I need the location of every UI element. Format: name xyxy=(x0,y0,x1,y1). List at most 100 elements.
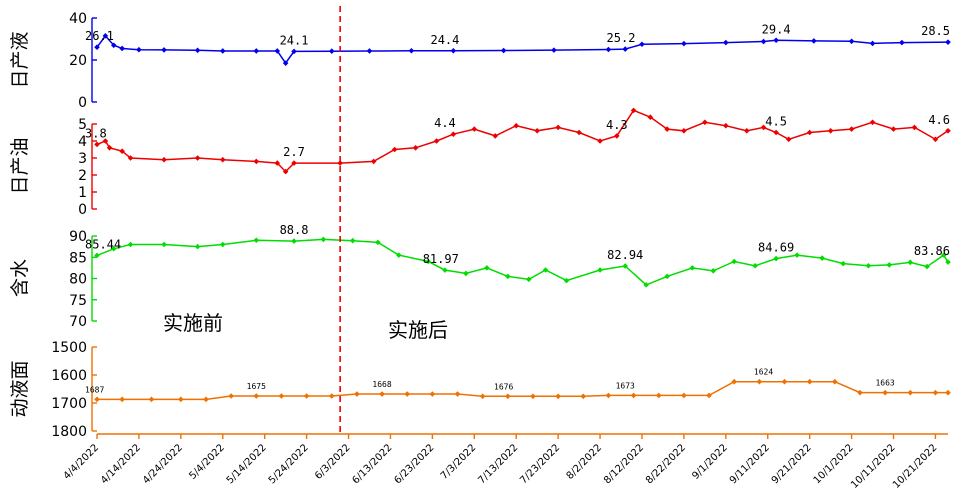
x-tick-label: 6/3/2022 xyxy=(313,442,353,482)
y-tick-label: 80 xyxy=(69,272,87,288)
data-point-marker xyxy=(274,160,281,166)
data-point-marker xyxy=(932,389,939,396)
data-point-marker xyxy=(94,44,100,50)
data-point-marker xyxy=(597,267,603,273)
data-point-marker xyxy=(840,260,846,267)
data-point-marker xyxy=(442,267,448,273)
data-point-marker xyxy=(219,241,226,248)
data-point-marker xyxy=(563,277,570,284)
data-label: 4.5 xyxy=(765,115,787,129)
data-point-marker xyxy=(194,47,201,54)
data-label: 24.1 xyxy=(280,33,309,47)
data-point-marker xyxy=(924,263,930,270)
x-tick-label: 5/24/2022 xyxy=(267,442,311,486)
data-point-marker xyxy=(291,238,297,244)
data-point-marker xyxy=(869,40,876,47)
data-point-marker xyxy=(148,396,155,403)
data-point-marker xyxy=(752,262,758,269)
data-point-marker xyxy=(681,128,687,134)
data-point-marker xyxy=(756,378,763,385)
data-point-marker xyxy=(706,392,712,399)
data-label: 29.4 xyxy=(762,22,791,36)
series-line xyxy=(96,238,949,286)
data-point-marker xyxy=(723,39,729,46)
data-point-marker xyxy=(408,47,415,54)
data-point-marker xyxy=(119,148,125,154)
y-tick-label: 40 xyxy=(69,11,87,27)
panel-working_fluid_level: 1500 1600 1700 1800 动液面 1687 1675 1668 1676 1673 1… xyxy=(9,340,951,440)
data-point-marker xyxy=(94,396,100,403)
y-axis-title: 日产液 xyxy=(9,31,31,88)
data-point-marker xyxy=(278,393,285,399)
data-point-marker xyxy=(832,378,838,385)
data-point-marker xyxy=(655,392,662,399)
data-point-marker xyxy=(102,33,109,39)
data-point-marker xyxy=(647,114,654,120)
data-point-marker xyxy=(337,160,343,166)
y-tick-label: 70 xyxy=(69,314,87,330)
data-point-marker xyxy=(945,128,951,134)
data-point-marker xyxy=(781,378,788,385)
data-label: 1676 xyxy=(494,382,513,391)
data-point-marker xyxy=(630,107,637,114)
data-label: 3.8 xyxy=(85,126,107,140)
y-tick-label: 4 xyxy=(78,134,87,150)
data-label: 85.44 xyxy=(85,237,121,251)
data-point-marker xyxy=(161,47,167,53)
data-label: 83.86 xyxy=(914,244,950,258)
x-tick-label: 8/22/2022 xyxy=(644,442,688,486)
data-point-marker xyxy=(471,126,478,132)
y-tick-label: 1 xyxy=(78,185,87,201)
data-point-marker xyxy=(396,252,402,258)
data-point-marker xyxy=(890,126,897,132)
data-point-marker xyxy=(94,252,100,259)
y-axis-title: 含水 xyxy=(9,259,31,297)
data-point-marker xyxy=(429,391,436,397)
data-point-marker xyxy=(194,243,201,250)
data-point-marker xyxy=(542,267,549,273)
data-point-marker xyxy=(161,241,167,248)
data-point-marker xyxy=(941,252,947,258)
panel-daily_liquid: 0 20 40 日产液 26.1 24.1 24.4 25.2 29.4 28.5 xyxy=(9,11,951,111)
data-point-marker xyxy=(127,241,134,248)
data-label: 1668 xyxy=(372,380,391,389)
x-tick-label: 7/13/2022 xyxy=(476,442,520,486)
y-tick-label: 5 xyxy=(78,117,87,133)
data-point-marker xyxy=(274,48,281,54)
y-tick-label: 1700 xyxy=(51,396,87,412)
data-point-marker xyxy=(94,141,100,148)
data-point-marker xyxy=(391,146,398,153)
data-point-marker xyxy=(505,393,511,400)
data-point-marker xyxy=(303,393,310,399)
y-tick-label: 0 xyxy=(78,95,87,111)
data-point-marker xyxy=(945,39,951,45)
data-label: 28.5 xyxy=(921,24,950,38)
data-point-marker xyxy=(605,46,612,53)
data-label: 1673 xyxy=(616,381,635,390)
data-label: 24.4 xyxy=(430,33,459,47)
data-point-marker xyxy=(525,276,532,283)
data-point-marker xyxy=(282,60,289,66)
x-tick-label: 5/4/2022 xyxy=(187,442,227,482)
data-point-marker xyxy=(911,124,918,131)
x-tick-label: 4/14/2022 xyxy=(99,442,143,486)
data-point-marker xyxy=(253,237,260,244)
data-point-marker xyxy=(773,37,779,44)
data-point-marker xyxy=(412,145,419,151)
data-point-marker xyxy=(806,378,813,385)
data-point-marker xyxy=(534,128,540,134)
y-tick-label: 0 xyxy=(78,202,87,218)
y-axis-title: 日产油 xyxy=(9,137,31,194)
data-point-marker xyxy=(622,263,629,269)
data-point-marker xyxy=(127,155,134,161)
data-point-marker xyxy=(555,124,561,131)
data-point-marker xyxy=(450,131,457,137)
data-point-marker xyxy=(375,239,381,246)
data-point-marker xyxy=(932,136,939,143)
data-point-marker xyxy=(291,48,297,55)
data-point-marker xyxy=(664,273,670,280)
data-point-marker xyxy=(328,393,335,399)
x-tick-label: 9/21/2022 xyxy=(770,442,814,486)
data-label: 4.3 xyxy=(606,118,628,132)
data-label: 84.69 xyxy=(758,241,794,255)
